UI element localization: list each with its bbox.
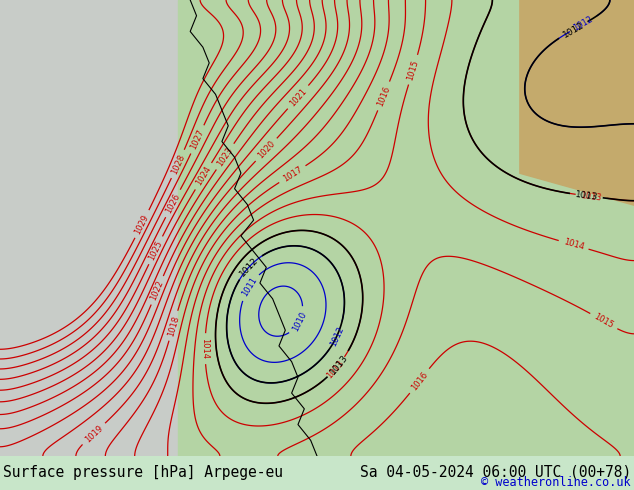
Text: 1026: 1026 xyxy=(164,192,182,215)
Text: 1027: 1027 xyxy=(189,128,206,151)
Text: 1021: 1021 xyxy=(288,86,309,108)
Text: 1028: 1028 xyxy=(169,152,186,175)
Text: 1013: 1013 xyxy=(325,358,346,380)
Polygon shape xyxy=(520,0,634,205)
Text: 1014: 1014 xyxy=(200,338,209,359)
Text: 1024: 1024 xyxy=(194,165,212,188)
Text: 1029: 1029 xyxy=(133,213,151,235)
Text: 1014: 1014 xyxy=(562,238,585,252)
Text: 1012: 1012 xyxy=(572,15,595,33)
Text: 1013: 1013 xyxy=(328,353,349,376)
Text: Sa 04-05-2024 06:00 UTC (00+78): Sa 04-05-2024 06:00 UTC (00+78) xyxy=(359,465,631,480)
Text: 1019: 1019 xyxy=(83,423,105,444)
Text: 1013: 1013 xyxy=(574,190,598,202)
Polygon shape xyxy=(178,0,634,456)
Text: 1016: 1016 xyxy=(410,370,430,392)
Text: 1020: 1020 xyxy=(256,139,276,160)
Text: 1015: 1015 xyxy=(592,312,615,330)
Text: 1022: 1022 xyxy=(149,279,165,302)
Text: 1012: 1012 xyxy=(561,20,585,39)
Text: 1013: 1013 xyxy=(580,191,602,202)
Text: 1017: 1017 xyxy=(281,165,304,184)
Text: Surface pressure [hPa] Arpege-eu: Surface pressure [hPa] Arpege-eu xyxy=(3,465,283,480)
Text: 1023: 1023 xyxy=(216,146,235,168)
Text: 1012: 1012 xyxy=(328,324,346,347)
Text: 1012: 1012 xyxy=(238,255,261,278)
Text: 1018: 1018 xyxy=(166,314,181,337)
Text: 1015: 1015 xyxy=(406,58,420,81)
Text: 1011: 1011 xyxy=(240,275,259,298)
Text: 1016: 1016 xyxy=(375,84,392,107)
Text: 1010: 1010 xyxy=(290,310,308,333)
Text: © weatheronline.co.uk: © weatheronline.co.uk xyxy=(481,476,631,490)
Text: 1025: 1025 xyxy=(147,239,164,262)
